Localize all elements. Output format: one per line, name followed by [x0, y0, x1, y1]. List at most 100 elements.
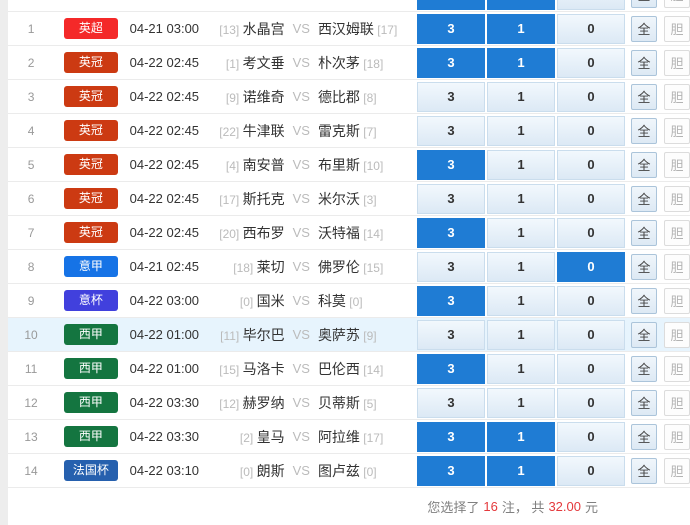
- pick-0-cell[interactable]: 0: [556, 149, 625, 180]
- pick-1-cell[interactable]: 1: [486, 387, 555, 418]
- dan-button[interactable]: 胆: [663, 389, 690, 416]
- dan-button[interactable]: 胆: [663, 457, 690, 484]
- pick-1-cell[interactable]: 1: [487, 0, 555, 10]
- pick-0-cell[interactable]: 0: [556, 455, 625, 486]
- pick-1-cell[interactable]: 1: [486, 353, 555, 384]
- pick-3-cell[interactable]: 3: [416, 81, 485, 112]
- dan-button[interactable]: 胆: [663, 423, 690, 450]
- home-team: [17] 斯托克: [204, 189, 284, 209]
- away-team: 科莫 [0]: [318, 291, 417, 311]
- dan-button[interactable]: 胆: [663, 219, 690, 246]
- away-team: 米尔沃 [3]: [318, 189, 417, 209]
- dan-button[interactable]: 胆: [663, 117, 690, 144]
- league-badge: 英冠: [63, 188, 118, 209]
- pick-3-cell[interactable]: 3: [417, 0, 485, 10]
- dan-button[interactable]: 胆: [663, 15, 690, 42]
- away-team-rank: [15]: [359, 260, 384, 275]
- pick-3-cell[interactable]: 3: [416, 455, 485, 486]
- match-row: 3 英冠 04-22 02:45 [9] 诺维奇 VS 德比郡 [8] 3 1 0 全胆: [8, 80, 690, 114]
- select-all-button[interactable]: 全: [630, 185, 657, 212]
- pick-0-cell[interactable]: 0: [557, 0, 625, 10]
- pick-0-cell[interactable]: 0: [556, 353, 625, 384]
- pick-3-cell[interactable]: 3: [416, 47, 485, 78]
- pick-0-cell[interactable]: 0: [556, 285, 625, 316]
- dan-button[interactable]: 胆: [664, 0, 690, 8]
- pick-1-cell[interactable]: 1: [486, 13, 555, 44]
- select-all-button[interactable]: 全: [630, 83, 657, 110]
- row-number: 13: [24, 429, 38, 444]
- league-badge-col: 西甲: [54, 392, 128, 413]
- pick-3-cell[interactable]: 3: [416, 149, 485, 180]
- select-all-button[interactable]: 全: [630, 321, 657, 348]
- select-all-button[interactable]: 全: [630, 49, 657, 76]
- select-all-button[interactable]: 全: [630, 151, 657, 178]
- dan-button[interactable]: 胆: [663, 355, 690, 382]
- pick-3-cell[interactable]: 3: [416, 421, 485, 452]
- home-team-name: 毕尔巴: [242, 326, 285, 343]
- select-all-button[interactable]: 全: [630, 287, 657, 314]
- row-number: 6: [27, 191, 35, 206]
- pick-3-cell[interactable]: 3: [416, 285, 485, 316]
- match-time: 04-22 02:45: [129, 89, 200, 104]
- pick-0-cell[interactable]: 0: [556, 251, 625, 282]
- pick-0-cell[interactable]: 0: [556, 47, 625, 78]
- pick-3-cell[interactable]: 3: [416, 319, 485, 350]
- pick-3-cell[interactable]: 3: [416, 387, 485, 418]
- pick-0-cell[interactable]: 0: [556, 81, 625, 112]
- select-all-button[interactable]: 全: [630, 355, 657, 382]
- pick-0-cell[interactable]: 0: [556, 217, 625, 248]
- league-badge-col: 英冠: [54, 52, 128, 73]
- match-row: 10 西甲 04-22 01:00 [11] 毕尔巴 VS 奥萨苏 [9] 3 1 0 全胆: [8, 318, 690, 352]
- pick-0-cell[interactable]: 0: [556, 319, 625, 350]
- pick-3-cell[interactable]: 3: [416, 183, 485, 214]
- dan-button[interactable]: 胆: [663, 83, 690, 110]
- dan-button[interactable]: 胆: [663, 321, 690, 348]
- home-team: [13] 水晶宫: [204, 19, 284, 39]
- league-badge: 意甲: [63, 256, 118, 277]
- away-team-rank: [14]: [359, 362, 384, 377]
- select-all-button[interactable]: 全: [630, 423, 657, 450]
- select-all-button[interactable]: 全: [630, 117, 657, 144]
- select-all-button[interactable]: 全: [631, 0, 657, 8]
- pick-1-cell[interactable]: 1: [486, 421, 555, 452]
- select-all-button[interactable]: 全: [630, 15, 657, 42]
- select-all-button[interactable]: 全: [630, 457, 657, 484]
- pick-1-cell[interactable]: 1: [486, 319, 555, 350]
- pick-1-cell[interactable]: 1: [486, 81, 555, 112]
- league-badge-col: 英超: [54, 18, 128, 39]
- pick-0-cell[interactable]: 0: [556, 13, 625, 44]
- selection-summary-bar: 您选择了 16 注， 共 32.00 元: [8, 488, 690, 525]
- match-row: 9 意杯 04-22 03:00 [0] 国米 VS 科莫 [0] 3 1 0 全胆: [8, 284, 690, 318]
- pick-0-cell[interactable]: 0: [556, 421, 625, 452]
- pick-1-cell[interactable]: 1: [486, 183, 555, 214]
- pick-3-cell[interactable]: 3: [416, 217, 485, 248]
- pick-0-cell[interactable]: 0: [556, 387, 625, 418]
- vs-label: VS: [292, 259, 310, 274]
- vs-label: VS: [292, 225, 310, 240]
- dan-button[interactable]: 胆: [663, 287, 690, 314]
- league-badge-col: 英冠: [54, 120, 128, 141]
- pick-3-cell[interactable]: 3: [416, 353, 485, 384]
- select-all-button[interactable]: 全: [630, 389, 657, 416]
- dan-button[interactable]: 胆: [663, 49, 690, 76]
- pick-3-cell[interactable]: 3: [416, 251, 485, 282]
- pick-1-cell[interactable]: 1: [486, 149, 555, 180]
- pick-1-cell[interactable]: 1: [486, 251, 555, 282]
- vs-label: VS: [292, 429, 310, 444]
- pick-0-cell[interactable]: 0: [556, 115, 625, 146]
- pick-1-cell[interactable]: 1: [486, 217, 555, 248]
- dan-button[interactable]: 胆: [663, 253, 690, 280]
- dan-button[interactable]: 胆: [663, 185, 690, 212]
- select-all-button[interactable]: 全: [630, 253, 657, 280]
- pick-0-cell[interactable]: 0: [556, 183, 625, 214]
- pick-3-cell[interactable]: 3: [416, 13, 485, 44]
- pick-1-cell[interactable]: 1: [486, 455, 555, 486]
- pick-3-cell[interactable]: 3: [416, 115, 485, 146]
- select-all-button[interactable]: 全: [630, 219, 657, 246]
- pick-1-cell[interactable]: 1: [486, 285, 555, 316]
- pick-1-cell[interactable]: 1: [486, 115, 555, 146]
- dan-button[interactable]: 胆: [663, 151, 690, 178]
- pick-1-cell[interactable]: 1: [486, 47, 555, 78]
